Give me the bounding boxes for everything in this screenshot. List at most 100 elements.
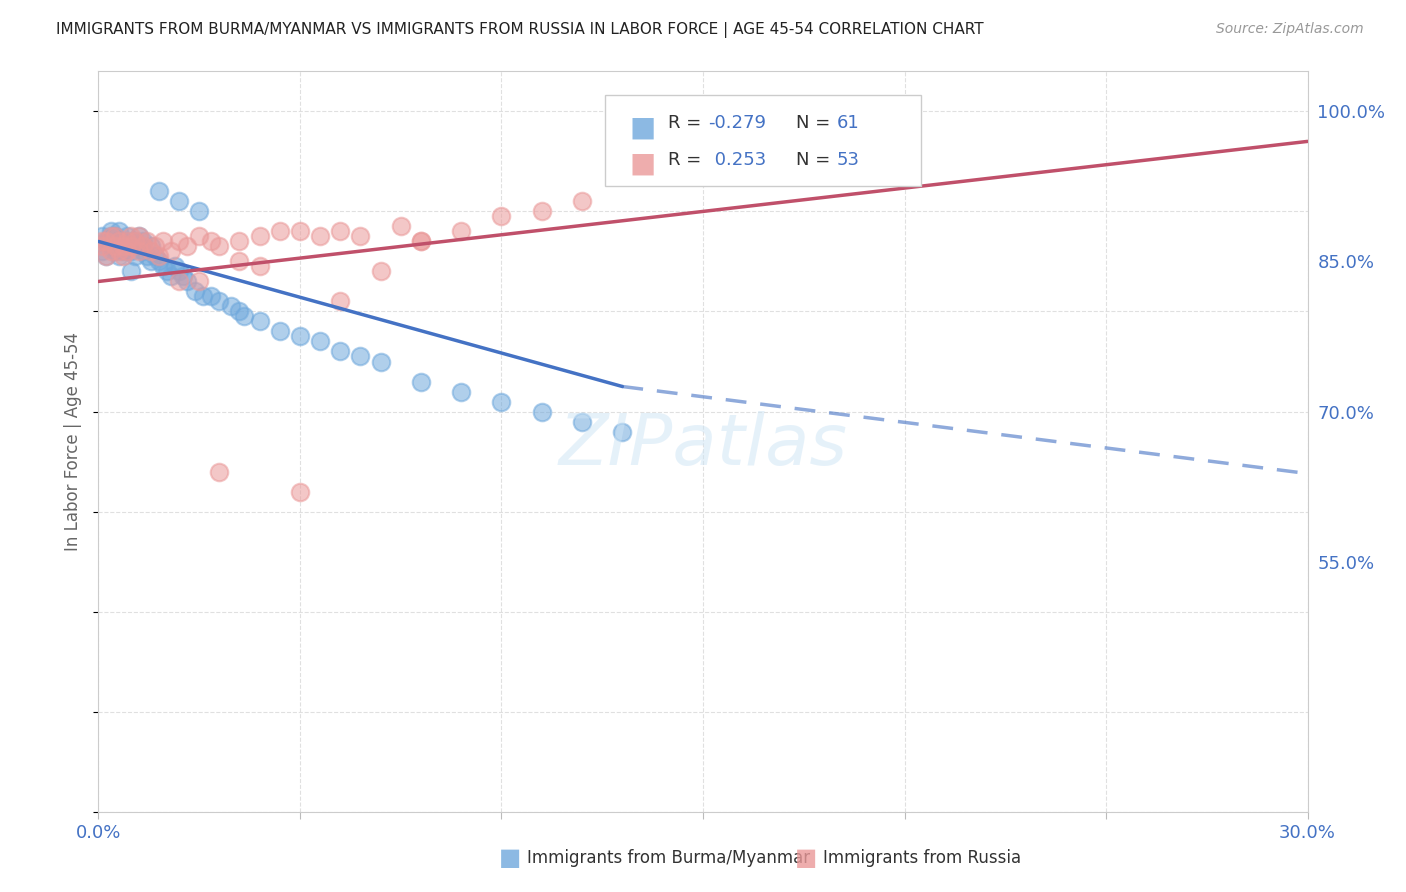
Point	[530, 204, 553, 219]
Point	[491, 394, 513, 409]
Point	[172, 269, 194, 284]
Text: ■: ■	[630, 150, 657, 178]
Point	[120, 239, 142, 253]
Point	[148, 250, 170, 264]
Text: 0.253: 0.253	[709, 151, 766, 169]
Point	[152, 260, 174, 274]
Y-axis label: In Labor Force | Age 45-54: In Labor Force | Age 45-54	[65, 332, 83, 551]
Point	[132, 235, 155, 249]
Text: Immigrants from Russia: Immigrants from Russia	[823, 849, 1021, 867]
Point	[167, 235, 190, 249]
Text: Immigrants from Burma/Myanmar: Immigrants from Burma/Myanmar	[527, 849, 810, 867]
Point	[111, 239, 134, 253]
Point	[188, 204, 211, 219]
Text: R =: R =	[668, 151, 707, 169]
Point	[249, 229, 271, 244]
Point	[228, 304, 250, 318]
Point	[288, 224, 311, 238]
Point	[124, 250, 146, 264]
Point	[103, 244, 125, 259]
Point	[120, 239, 142, 253]
Point	[132, 244, 155, 259]
Text: Source: ZipAtlas.com: Source: ZipAtlas.com	[1216, 22, 1364, 37]
Point	[167, 275, 190, 289]
Text: ■: ■	[630, 113, 657, 141]
Point	[96, 235, 118, 249]
Point	[139, 254, 162, 268]
Text: ZIPatlas: ZIPatlas	[558, 411, 848, 481]
Point	[148, 254, 170, 268]
Point	[349, 229, 371, 244]
Point	[135, 235, 157, 249]
Text: R =: R =	[668, 114, 707, 132]
Point	[91, 235, 114, 249]
Point	[571, 194, 593, 209]
Point	[208, 465, 231, 479]
Point	[96, 250, 118, 264]
Point	[571, 415, 593, 429]
Point	[612, 425, 634, 439]
Point	[128, 239, 150, 253]
Point	[228, 235, 250, 249]
Point	[269, 224, 291, 238]
Point	[91, 244, 114, 259]
Point	[530, 404, 553, 418]
Point	[188, 229, 211, 244]
Text: N =: N =	[796, 114, 835, 132]
Point	[115, 229, 138, 244]
Point	[288, 484, 311, 499]
Point	[221, 300, 243, 314]
Text: -0.279: -0.279	[709, 114, 766, 132]
Point	[450, 384, 472, 399]
Point	[160, 269, 183, 284]
Text: IMMIGRANTS FROM BURMA/MYANMAR VS IMMIGRANTS FROM RUSSIA IN LABOR FORCE | AGE 45-: IMMIGRANTS FROM BURMA/MYANMAR VS IMMIGRA…	[56, 22, 984, 38]
Point	[96, 235, 118, 249]
Point	[107, 250, 129, 264]
Point	[309, 334, 332, 349]
Point	[249, 314, 271, 328]
Point	[103, 229, 125, 244]
Point	[111, 250, 134, 264]
Point	[409, 375, 432, 389]
Point	[120, 229, 142, 244]
Point	[200, 235, 222, 249]
Point	[135, 250, 157, 264]
Point	[103, 239, 125, 253]
Point	[115, 244, 138, 259]
Point	[232, 310, 254, 324]
Text: ■: ■	[499, 847, 522, 870]
Point	[329, 294, 352, 309]
Point	[409, 235, 432, 249]
Point	[103, 229, 125, 244]
Point	[160, 244, 183, 259]
Point	[111, 244, 134, 259]
Text: ■: ■	[794, 847, 817, 870]
Point	[115, 235, 138, 249]
Point	[176, 275, 198, 289]
Point	[128, 244, 150, 259]
Point	[329, 344, 352, 359]
Point	[176, 239, 198, 253]
Point	[148, 185, 170, 199]
Point	[370, 264, 392, 278]
Point	[120, 264, 142, 278]
Point	[100, 239, 122, 253]
Point	[208, 239, 231, 253]
Point	[107, 235, 129, 249]
Point	[120, 244, 142, 259]
Point	[100, 229, 122, 244]
Text: 53: 53	[837, 151, 859, 169]
Point	[100, 224, 122, 238]
Point	[107, 224, 129, 238]
Point	[249, 260, 271, 274]
Point	[188, 275, 211, 289]
Point	[184, 285, 207, 299]
Point	[91, 229, 114, 244]
Text: N =: N =	[796, 151, 835, 169]
Point	[208, 294, 231, 309]
Point	[124, 235, 146, 249]
Point	[103, 235, 125, 249]
Point	[491, 210, 513, 224]
Point	[128, 229, 150, 244]
Point	[167, 264, 190, 278]
